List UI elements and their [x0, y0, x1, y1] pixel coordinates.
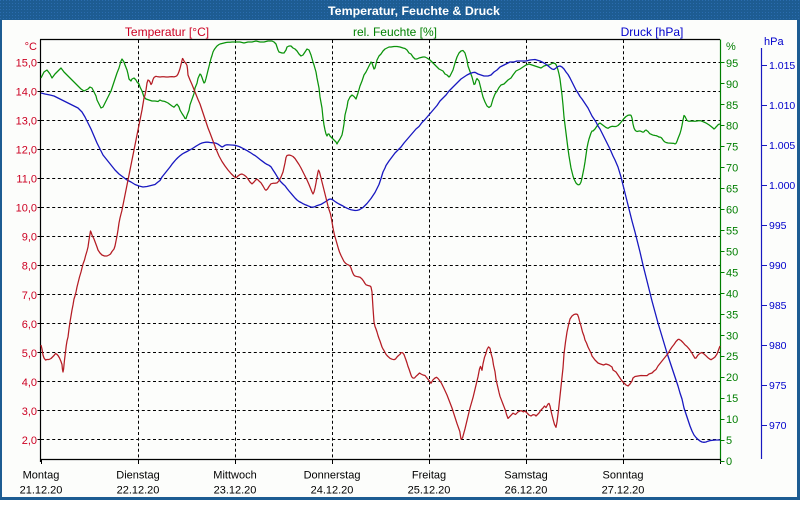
svg-text:8,0: 8,0: [22, 261, 37, 273]
svg-text:9,0: 9,0: [22, 232, 37, 244]
svg-text:75: 75: [726, 142, 738, 154]
svg-text:22.12.20: 22.12.20: [117, 485, 160, 497]
svg-text:Samstag: Samstag: [504, 470, 547, 482]
svg-text:985: 985: [769, 300, 787, 312]
svg-text:90: 90: [726, 79, 738, 91]
svg-text:20: 20: [726, 372, 738, 384]
svg-text:Druck [hPa]: Druck [hPa]: [621, 25, 684, 39]
svg-text:24.12.20: 24.12.20: [311, 485, 354, 497]
svg-text:14,0: 14,0: [16, 87, 37, 99]
svg-text:970: 970: [769, 420, 787, 432]
svg-text:25: 25: [726, 351, 738, 363]
svg-text:65: 65: [726, 184, 738, 196]
svg-text:Temperatur [°C]: Temperatur [°C]: [125, 25, 209, 39]
svg-text:10: 10: [726, 414, 738, 426]
svg-text:80: 80: [726, 121, 738, 133]
svg-text:Dienstag: Dienstag: [116, 470, 159, 482]
svg-text:25.12.20: 25.12.20: [408, 485, 451, 497]
svg-text:Donnerstag: Donnerstag: [304, 470, 361, 482]
svg-text:975: 975: [769, 380, 787, 392]
svg-text:10,0: 10,0: [16, 203, 37, 215]
svg-text:Montag: Montag: [23, 470, 60, 482]
svg-text:12,0: 12,0: [16, 145, 37, 157]
svg-text:Mittwoch: Mittwoch: [213, 470, 256, 482]
svg-text:hPa: hPa: [764, 36, 784, 48]
svg-text:990: 990: [769, 260, 787, 272]
svg-text:55: 55: [726, 226, 738, 238]
svg-text:45: 45: [726, 267, 738, 279]
svg-text:5: 5: [726, 435, 732, 447]
svg-text:7,0: 7,0: [22, 290, 37, 302]
svg-text:35: 35: [726, 309, 738, 321]
svg-text:15: 15: [726, 393, 738, 405]
svg-text:%: %: [726, 41, 736, 53]
svg-text:6,0: 6,0: [22, 319, 37, 331]
svg-text:21.12.20: 21.12.20: [20, 485, 63, 497]
svg-text:°C: °C: [25, 41, 37, 53]
svg-text:13,0: 13,0: [16, 116, 37, 128]
svg-text:0: 0: [726, 456, 732, 468]
svg-text:23.12.20: 23.12.20: [214, 485, 257, 497]
svg-text:50: 50: [726, 246, 738, 258]
svg-text:1.005: 1.005: [769, 140, 795, 152]
svg-text:4,0: 4,0: [22, 377, 37, 389]
svg-text:1.000: 1.000: [769, 180, 795, 192]
svg-text:27.12.20: 27.12.20: [602, 485, 645, 497]
svg-text:85: 85: [726, 100, 738, 112]
svg-text:15,0: 15,0: [16, 58, 37, 70]
svg-text:3,0: 3,0: [22, 406, 37, 418]
svg-text:30: 30: [726, 330, 738, 342]
svg-text:40: 40: [726, 288, 738, 300]
svg-text:5,0: 5,0: [22, 348, 37, 360]
svg-text:995: 995: [769, 220, 787, 232]
svg-text:Freitag: Freitag: [412, 470, 446, 482]
svg-text:1.015: 1.015: [769, 60, 795, 72]
svg-text:2,0: 2,0: [22, 435, 37, 447]
svg-text:rel. Feuchte [%]: rel. Feuchte [%]: [353, 25, 437, 39]
svg-text:60: 60: [726, 205, 738, 217]
svg-text:Temperatur, Feuchte & Druck: Temperatur, Feuchte & Druck: [328, 4, 500, 18]
svg-text:95: 95: [726, 58, 738, 70]
svg-text:980: 980: [769, 340, 787, 352]
svg-text:26.12.20: 26.12.20: [505, 485, 548, 497]
svg-text:1.010: 1.010: [769, 100, 795, 112]
svg-text:70: 70: [726, 163, 738, 175]
svg-text:11,0: 11,0: [16, 174, 37, 186]
svg-text:Sonntag: Sonntag: [603, 470, 644, 482]
